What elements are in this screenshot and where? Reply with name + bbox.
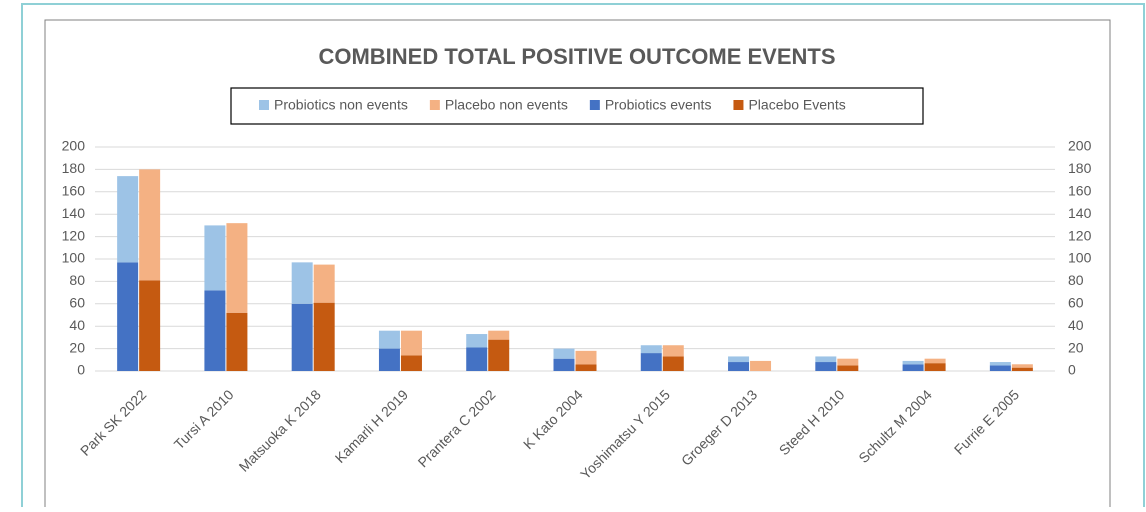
bar [924,358,946,364]
bar [728,356,750,363]
bar [575,364,597,371]
bar [488,330,510,340]
bar [815,362,837,371]
bar [226,312,248,371]
legend-label: Probiotics non events [274,97,408,113]
y2-tick-label: 60 [1068,295,1084,311]
y2-tick-label: 180 [1068,160,1092,176]
bar [378,348,400,371]
bar [815,356,837,363]
bar [400,355,422,371]
legend-swatch [589,100,600,110]
bar [553,358,575,371]
bar [204,225,226,291]
y-tick-label: 20 [69,339,85,355]
legend-label: Placebo Events [748,97,845,113]
y2-tick-label: 40 [1068,317,1084,333]
bar [117,176,139,263]
chart-title: COMBINED TOTAL POSITIVE OUTCOME EVENTS [318,44,835,69]
bar [313,302,335,371]
y2-tick-label: 0 [1068,362,1076,378]
legend-label: Placebo non events [445,97,568,113]
y2-tick-label: 80 [1068,272,1084,288]
legend-swatch [733,100,744,110]
y-tick-label: 160 [62,183,86,199]
bar [1011,367,1033,371]
bar [488,339,510,371]
bar [989,362,1011,366]
bar [728,362,750,371]
y-tick-label: 0 [77,362,85,378]
bar [400,330,422,356]
bar [837,358,859,366]
y-tick-label: 80 [69,272,85,288]
bar [575,350,597,365]
y2-tick-label: 100 [1068,250,1092,266]
y2-tick-label: 20 [1068,339,1084,355]
bar [117,262,139,371]
y-tick-label: 180 [62,160,86,176]
bar [640,353,662,371]
y2-tick-label: 160 [1068,183,1092,199]
bar [989,365,1011,371]
legend-swatch [429,100,440,110]
legend-swatch [259,100,269,110]
y-tick-label: 40 [69,317,85,333]
y-tick-label: 60 [69,295,85,311]
y2-tick-label: 200 [1068,138,1092,154]
y-tick-label: 100 [62,250,86,266]
bar [553,348,575,359]
y2-tick-label: 120 [1068,227,1092,243]
y-tick-label: 120 [62,227,86,243]
bar [291,262,313,304]
y-tick-label: 200 [62,138,86,154]
bar [837,365,859,371]
legend-label: Probiotics events [605,97,712,113]
y-tick-label: 140 [62,205,86,221]
bar [924,363,946,371]
bar [466,347,488,371]
bar [466,334,488,348]
bar [640,345,662,354]
bar [291,303,313,371]
legend-box [230,87,924,125]
bar [750,360,772,371]
bar [902,360,924,365]
bar [313,264,335,303]
y2-tick-label: 140 [1068,205,1092,221]
bar [204,290,226,371]
bar [139,280,161,371]
bar [902,364,924,371]
bar [378,330,400,349]
bar [226,223,248,313]
bar [1011,364,1033,368]
bar [662,345,684,357]
bar [139,169,161,281]
bar [662,356,684,371]
